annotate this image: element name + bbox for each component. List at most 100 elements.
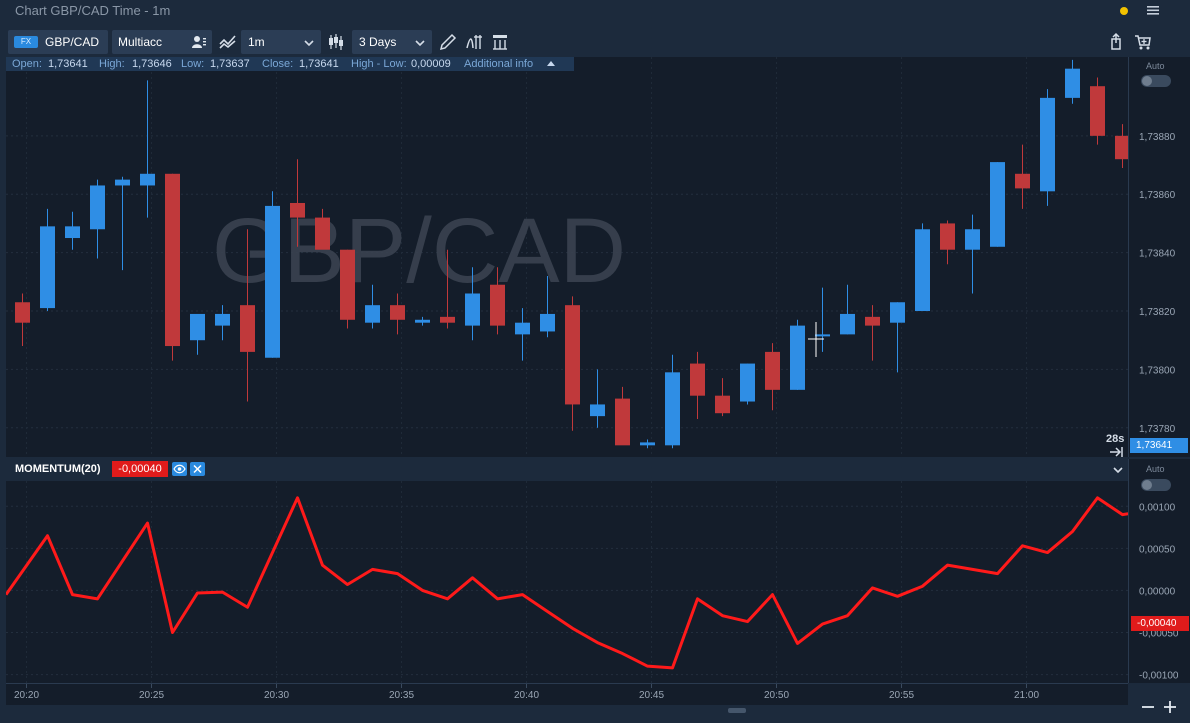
zoom-out-icon[interactable]	[1140, 699, 1156, 715]
candle	[590, 369, 605, 428]
timeframe-select[interactable]: 1m	[241, 30, 321, 54]
price-tick-label: 1,73880	[1139, 132, 1176, 143]
basket-icon[interactable]	[1133, 32, 1153, 52]
export-icon[interactable]	[1106, 32, 1126, 52]
chevron-down-icon[interactable]	[1112, 463, 1124, 475]
candle-body	[90, 185, 105, 230]
momentum-tick-label: 0,00050	[1139, 544, 1176, 555]
countdown-label: 28s	[1106, 433, 1125, 445]
symbol-selector[interactable]: FX GBP/CAD	[8, 30, 108, 54]
account-selector[interactable]: Multiacc	[112, 30, 212, 54]
candle	[965, 214, 980, 294]
candle-body	[1040, 97, 1055, 192]
price-axis[interactable]: Auto 1,73880 1,73860 1,73840 1,73820 1,73800…	[1128, 57, 1190, 457]
candle-body	[165, 173, 180, 347]
caret-up-icon[interactable]	[546, 57, 556, 72]
candle	[815, 287, 830, 352]
candle	[1090, 77, 1105, 145]
candle-body	[115, 179, 130, 186]
timeframe-value: 1m	[248, 35, 265, 49]
candle-body	[1115, 135, 1130, 160]
current-momentum-label: -0,00040	[1131, 616, 1189, 631]
zoom-in-icon[interactable]	[1162, 699, 1178, 715]
candle	[840, 284, 855, 335]
candle	[615, 386, 630, 446]
auto-scale-toggle[interactable]	[1141, 75, 1171, 87]
ohlc-info-bar: Open: 1,73641 High: 1,73646 Low: 1,73637…	[6, 57, 574, 71]
candle	[915, 223, 930, 312]
candle	[465, 267, 480, 341]
candle	[565, 296, 580, 431]
account-icon	[192, 35, 206, 49]
range-value: 3 Days	[359, 35, 397, 49]
candle	[215, 305, 230, 341]
candle-body	[590, 404, 605, 417]
candles-icon[interactable]	[326, 32, 346, 52]
candle-body	[465, 293, 480, 326]
momentum-chart[interactable]	[4, 481, 1148, 683]
candle-body	[790, 325, 805, 390]
candle	[390, 293, 405, 335]
candle	[190, 313, 205, 355]
auto-scale-toggle[interactable]	[1141, 479, 1171, 491]
candle	[740, 363, 755, 405]
time-tick-label: 20:20	[14, 690, 39, 701]
crosshair-cursor-icon	[808, 322, 824, 357]
momentum-tick-label: 0,00100	[1139, 502, 1176, 513]
candle	[315, 208, 330, 250]
chevron-down-icon	[303, 36, 315, 48]
candle-body	[690, 363, 705, 396]
candle-body	[440, 316, 455, 323]
menu-icon[interactable]	[1146, 3, 1160, 17]
candle-body	[515, 322, 530, 335]
candle	[990, 162, 1005, 247]
auto-scale-label: Auto	[1146, 61, 1165, 71]
range-select[interactable]: 3 Days	[352, 30, 432, 54]
scroll-to-end-icon[interactable]	[1110, 444, 1124, 457]
price-chart[interactable]: GBP/CAD	[6, 57, 1130, 457]
time-axis[interactable]: 20:20 20:25 20:30 20:35 20:40 20:45 20:50 20:55…	[6, 683, 1128, 705]
status-dot-icon	[1120, 7, 1128, 15]
price-tick-label: 1,73780	[1139, 424, 1176, 435]
indicator-value-badge: -0,00040	[112, 461, 168, 477]
candles	[15, 59, 1130, 449]
low-label: Low:	[181, 58, 205, 70]
momentum-axis[interactable]: Auto 0,00100 0,00050 0,00000 -0,00050 -0,001…	[1128, 459, 1190, 683]
candle	[665, 354, 680, 449]
scroll-handle[interactable]	[728, 708, 746, 713]
pencil-icon[interactable]	[438, 32, 458, 52]
candle-body	[340, 249, 355, 320]
price-tick-label: 1,73800	[1139, 365, 1176, 376]
chart-type-icon[interactable]	[218, 32, 238, 52]
candle	[515, 308, 530, 361]
time-tick-label: 20:50	[764, 690, 789, 701]
momentum-line	[4, 496, 1148, 670]
candle	[765, 343, 780, 411]
time-tick-label: 20:40	[514, 690, 539, 701]
high-value: 1,73646	[132, 58, 172, 70]
time-tick-label: 20:25	[139, 690, 164, 701]
high-label: High:	[99, 58, 125, 70]
candle-body	[315, 217, 330, 250]
eye-icon[interactable]	[172, 462, 187, 476]
template-icon[interactable]	[490, 32, 510, 52]
close-label: Close:	[262, 58, 294, 70]
candle-body	[890, 302, 905, 323]
candle	[715, 378, 730, 417]
candle-body	[15, 302, 30, 323]
price-tick-label: 1,73820	[1139, 307, 1176, 318]
close-icon[interactable]	[190, 462, 205, 476]
indicators-icon[interactable]	[464, 32, 484, 52]
close-value: 1,73641	[299, 58, 339, 70]
candle-body	[540, 313, 555, 332]
candle-body	[1015, 173, 1030, 189]
additional-info-toggle[interactable]: Additional info	[464, 58, 534, 70]
momentum-grid	[6, 481, 1128, 683]
auto-scale-label: Auto	[1146, 464, 1165, 474]
time-tick-label: 20:45	[639, 690, 664, 701]
title-bar: Chart GBP/CAD Time - 1m	[0, 0, 1190, 22]
candle	[265, 191, 280, 358]
toolbar: FX GBP/CAD Multiacc 1m 3 Days	[0, 28, 1190, 56]
price-grid	[6, 57, 1128, 457]
